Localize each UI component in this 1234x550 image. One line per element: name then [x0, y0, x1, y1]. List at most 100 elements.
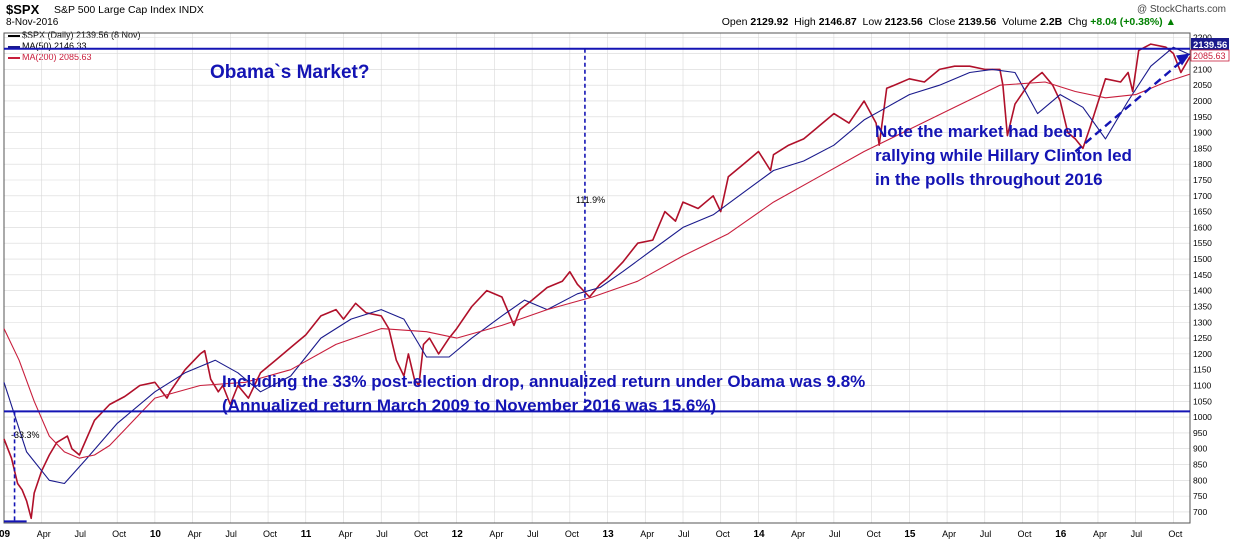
legend-swatch-icon [8, 34, 20, 37]
x-tick-label: 14 [753, 529, 765, 540]
volume-label: Volume [1002, 16, 1038, 28]
x-tick-label: 16 [1055, 529, 1067, 540]
volume-value: 2.2B [1040, 16, 1063, 28]
y-tick-label: 1900 [1193, 128, 1212, 138]
x-tick-label: Jul [74, 529, 86, 539]
x-tick-label: Jul [980, 529, 992, 539]
y-tick-label: 1600 [1193, 222, 1212, 232]
x-tick-label: Apr [37, 529, 51, 539]
x-tick-label: Oct [112, 529, 127, 539]
y-tick-label: 1450 [1193, 270, 1212, 280]
y-tick-label: 800 [1193, 475, 1207, 485]
open-label: Open [721, 16, 748, 28]
chart-date: 8-Nov-2016 [6, 17, 59, 28]
trend-arrow-head [1176, 53, 1190, 66]
y-tick-label: 1000 [1193, 412, 1212, 422]
x-tick-label: Oct [414, 529, 429, 539]
legend-item-ma200: MA(200) 2085.63 [8, 52, 141, 63]
y-axis: 700 750 800 850 900 950 1000 1050 1100 1150 1200 12… [1193, 33, 1212, 517]
series-layer [3, 43, 1191, 520]
legend-label: MA(200) 2085.63 [22, 52, 92, 62]
chg-label: Chg [1068, 16, 1088, 28]
overlay-layer [4, 47, 1190, 523]
index-name: S&P 500 Large Cap Index INDX [54, 4, 204, 16]
high-value: 2146.87 [818, 16, 857, 28]
high-label: High [794, 16, 816, 28]
ma200-series-line [3, 73, 1191, 459]
y-tick-label: 1400 [1193, 286, 1212, 296]
y-tick-label: 2000 [1193, 96, 1212, 106]
chg-up-icon: ▲ [1165, 16, 1176, 28]
plot-frame [3, 32, 1191, 524]
x-tick-label: Oct [565, 529, 580, 539]
chg-value: +8.04 (+0.38%) [1090, 16, 1163, 28]
x-tick-label: Jul [376, 529, 388, 539]
y-tick-label: 1150 [1193, 365, 1212, 375]
stockcharts-credit[interactable]: @ StockCharts.com [1136, 4, 1226, 15]
y-tick-label: 1550 [1193, 238, 1212, 248]
x-tick-label: 15 [904, 529, 916, 540]
x-tick-label: Jul [527, 529, 539, 539]
y-tick-label: 750 [1193, 491, 1207, 501]
y-tick-label: 1300 [1193, 317, 1212, 327]
legend-swatch-icon [8, 45, 20, 48]
open-value: 2129.92 [750, 16, 789, 28]
y-tick-label: 1850 [1193, 143, 1212, 153]
y-tick-label: 1800 [1193, 159, 1212, 169]
legend-swatch-icon [8, 56, 20, 59]
peak-pct-label: 111.9% [576, 195, 605, 205]
x-tick-label: Apr [188, 529, 202, 539]
legend-item-ma50: MA(50) 2146.33 [8, 41, 141, 52]
annotation-note-line3: in the polls throughout 2016 [875, 170, 1103, 189]
x-tick-label: Oct [1168, 529, 1183, 539]
x-tick-label: Apr [489, 529, 503, 539]
price-tag [1191, 38, 1229, 50]
x-axis: 09 Apr Jul Oct 10 Apr Jul Oct 11 Apr Jul Oct 12 Apr Ju… [0, 529, 1183, 540]
annotation-note-line2: rallying while Hillary Clinton led [875, 146, 1132, 165]
y-tick-label: 850 [1193, 460, 1207, 470]
x-tick-label: Apr [791, 529, 805, 539]
x-tick-label: Jul [1131, 529, 1143, 539]
x-tick-label: 13 [603, 529, 615, 540]
annotation-return-line1: Including the 33% post-election drop, an… [222, 372, 865, 391]
y-tick-label: 900 [1193, 444, 1207, 454]
x-tick-label: 12 [452, 529, 464, 540]
ma200-tag [1190, 49, 1230, 62]
price-series-line [3, 43, 1191, 520]
y-tick-label: 950 [1193, 428, 1207, 438]
drop-pct-label: -33.3% [11, 430, 40, 440]
x-tick-label: Oct [1018, 529, 1033, 539]
y-tick-label: 1500 [1193, 254, 1212, 264]
x-tick-label: Jul [678, 529, 690, 539]
close-label: Close [928, 16, 956, 28]
x-tick-label: Apr [339, 529, 353, 539]
legend-item-price: $SPX (Daily) 2139.56 (8 Nov) [8, 30, 141, 41]
low-label: Low [862, 16, 882, 28]
ma200-tag-label: 2085.63 [1193, 51, 1226, 61]
y-tick-label: 1250 [1193, 333, 1212, 343]
low-value: 2123.56 [884, 16, 923, 28]
ma50-series-line [3, 46, 1191, 485]
annotation-return-line2: (Annualized return March 2009 to Novembe… [222, 396, 716, 415]
annotation-title: Obama`s Market? [210, 62, 369, 83]
x-tick-label: Oct [263, 529, 278, 539]
grid [3, 33, 1190, 523]
y-tick-label: 1100 [1193, 380, 1212, 390]
trend-arrow-line [1074, 55, 1188, 153]
y-tick-label: 2050 [1193, 80, 1212, 90]
close-value: 2139.56 [958, 16, 997, 28]
annotation-note-line1: Note the market had been [875, 122, 1083, 141]
y-tick-label: 1750 [1193, 175, 1212, 185]
y-tick-label: 2200 [1193, 33, 1212, 43]
y-tick-label: 1050 [1193, 396, 1212, 406]
x-tick-label: 10 [150, 529, 162, 540]
legend-label: MA(50) 2146.33 [22, 41, 87, 51]
chart-legend: $SPX (Daily) 2139.56 (8 Nov) MA(50) 2146… [8, 30, 141, 63]
x-tick-label: Oct [867, 529, 882, 539]
symbol: $SPX [6, 2, 40, 17]
y-tick-label: 2100 [1193, 64, 1212, 74]
x-tick-label: 11 [301, 529, 312, 540]
legend-label: $SPX (Daily) 2139.56 (8 Nov) [22, 30, 141, 40]
y-tick-label: 700 [1193, 507, 1207, 517]
